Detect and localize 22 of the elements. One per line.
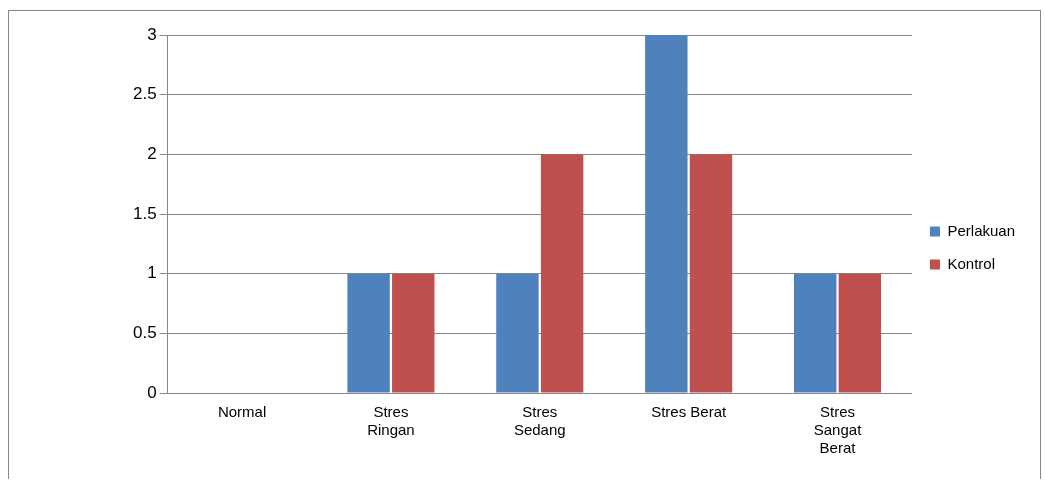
y-tick-label: 1 [147,263,157,283]
bar [496,273,539,393]
y-tick-label: 0.5 [132,323,157,343]
bar [645,35,688,393]
y-tick-label: 0 [147,382,157,402]
bar [838,273,882,393]
x-tick-label: Normal [217,403,267,421]
bar [392,273,435,393]
y-tick-label: 3 [147,24,157,44]
x-tick-label: Stres Ringan [367,403,415,439]
legend-label: Perlakuan [947,221,1015,239]
bar [793,273,837,393]
x-tick-label: Stres Sangat Berat [813,403,863,457]
x-tick-label: Stres Sedang [513,403,566,439]
bar [689,154,733,393]
x-tick-label: Stres Berat [651,403,728,421]
y-tick-label: 2.5 [132,84,157,104]
legend-label: Kontrol [947,254,995,272]
y-tick-label: 1.5 [132,203,157,223]
bar [347,273,390,393]
bar [540,154,584,393]
y-tick-label: 2 [147,144,157,164]
